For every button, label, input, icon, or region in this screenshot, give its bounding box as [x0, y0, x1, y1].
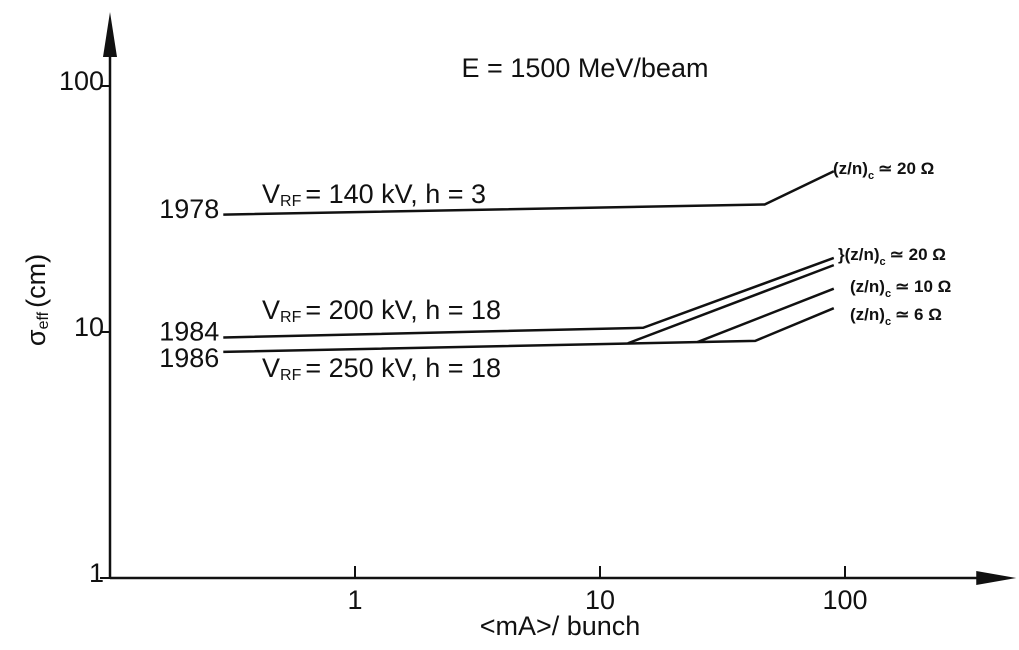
label-main: σ [21, 329, 51, 346]
label-main: (z/n) [833, 159, 868, 178]
annotation: (z/n)c ≃ 20 Ω [833, 159, 934, 181]
x-tick-label: 10 [585, 585, 615, 615]
annotation: VRF = 250 kV, h = 18 [262, 353, 501, 384]
label-main: }(z/n) [838, 245, 880, 264]
annotation: VRF = 140 kV, h = 3 [262, 179, 486, 210]
line [697, 287, 835, 344]
label-sub: RF [280, 309, 302, 326]
chart-title: E = 1500 MeV/beam [462, 53, 709, 83]
label-sub: RF [280, 367, 302, 384]
line [627, 263, 835, 345]
label-rest: = 140 kV, h = 3 [305, 179, 486, 209]
label-main: (z/n) [850, 305, 885, 324]
x-tick-label: 100 [822, 585, 867, 615]
label-main: V [262, 295, 280, 325]
annotation: VRF = 200 kV, h = 18 [262, 295, 501, 326]
label-sub: c [868, 170, 874, 182]
line [223, 307, 835, 354]
label-main: V [262, 179, 280, 209]
annotation: }(z/n)c ≃ 20 Ω [838, 245, 946, 267]
x-axis-label: <mA>/ bunch [480, 611, 641, 641]
label-rest: ≃ 6 Ω [895, 305, 942, 324]
x-tick-label: 1 [347, 585, 362, 615]
label-rest: = 200 kV, h = 18 [305, 295, 501, 325]
label-sub: c [885, 288, 891, 300]
label-rest: ≃ 10 Ω [895, 277, 951, 296]
label-sub: eff [35, 311, 52, 329]
annotation: (z/n)c ≃ 6 Ω [850, 305, 942, 327]
series-label: 1986 [159, 343, 219, 373]
label-rest: ≃ 20 Ω [890, 245, 946, 264]
y-axis-arrow [103, 11, 117, 57]
label-rest: = 250 kV, h = 18 [305, 353, 501, 383]
label-sub: c [885, 316, 891, 328]
y-tick-label: 100 [59, 66, 104, 96]
line [223, 170, 835, 216]
y-tick-label: 10 [74, 312, 104, 342]
y-tick-label: 1 [89, 558, 104, 588]
label-sub: c [880, 256, 886, 268]
series-label: 1984 [159, 317, 219, 347]
label-rest: ≃ 20 Ω [878, 159, 934, 178]
label-main: (z/n) [850, 277, 885, 296]
series-label: 1978 [159, 194, 219, 224]
label-sub: RF [280, 193, 302, 210]
x-axis-arrow [976, 571, 1017, 585]
label-rest: (cm) [21, 254, 51, 308]
line [223, 256, 835, 339]
annotation: (z/n)c ≃ 10 Ω [850, 277, 951, 299]
y-axis-label: σeff (cm) [21, 254, 52, 346]
label-main: V [262, 353, 280, 383]
